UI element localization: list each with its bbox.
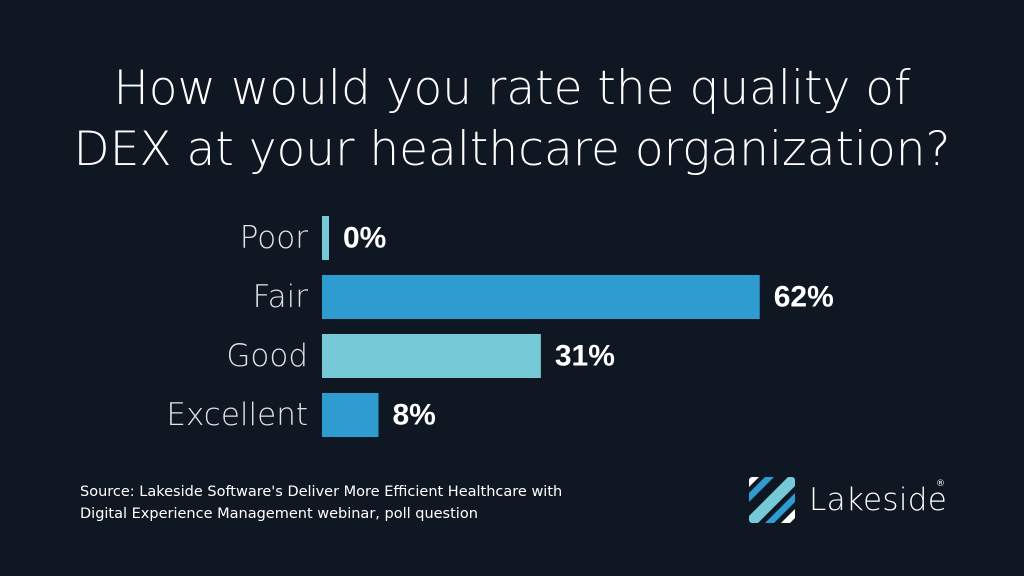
bar-poor (322, 216, 329, 260)
registered-mark: ® (936, 479, 945, 489)
source-note: Source: Lakeside Software's Deliver More… (80, 481, 562, 525)
bar-fair (322, 275, 760, 319)
category-label-fair: Fair (253, 279, 309, 315)
lakeside-wordmark: Lakeside (809, 482, 948, 518)
source-line-1: Source: Lakeside Software's Deliver More… (80, 484, 563, 500)
category-label-poor: Poor (240, 220, 309, 256)
title-line-2: DEX at your healthcare organization? (73, 122, 951, 177)
value-label-fair: 62% (774, 281, 834, 314)
lakeside-logo: Lakeside ® (749, 477, 949, 525)
chart-title: How would you rate the quality of DEX at… (0, 58, 1024, 180)
source-line-2: Digital Experience Management webinar, p… (80, 506, 478, 522)
category-label-excellent: Excellent (166, 397, 308, 433)
category-label-good: Good (226, 338, 308, 374)
value-label-poor: 0% (343, 222, 386, 255)
bar-good (322, 334, 541, 378)
title-line-1: How would you rate the quality of (113, 61, 911, 116)
value-label-excellent: 8% (392, 399, 435, 432)
lakeside-logo-icon (749, 477, 795, 523)
bar-excellent (322, 393, 379, 437)
value-label-good: 31% (555, 340, 615, 373)
